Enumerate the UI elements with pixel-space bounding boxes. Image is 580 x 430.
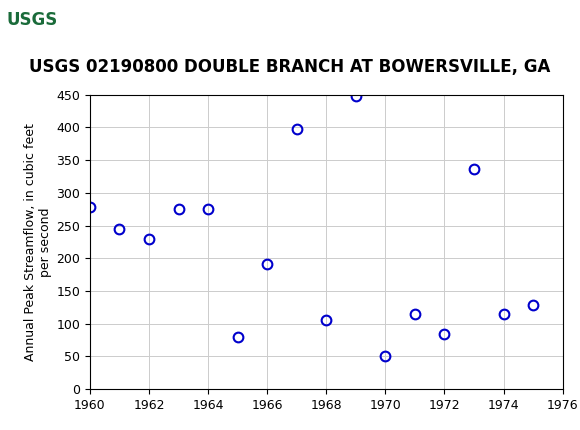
Text: USGS: USGS	[6, 11, 58, 29]
Text: USGS 02190800 DOUBLE BRANCH AT BOWERSVILLE, GA: USGS 02190800 DOUBLE BRANCH AT BOWERSVIL…	[30, 58, 550, 76]
FancyBboxPatch shape	[5, 6, 60, 34]
Text: USGS: USGS	[63, 11, 118, 29]
Y-axis label: Annual Peak Streamflow, in cubic feet
per second: Annual Peak Streamflow, in cubic feet pe…	[24, 123, 52, 361]
